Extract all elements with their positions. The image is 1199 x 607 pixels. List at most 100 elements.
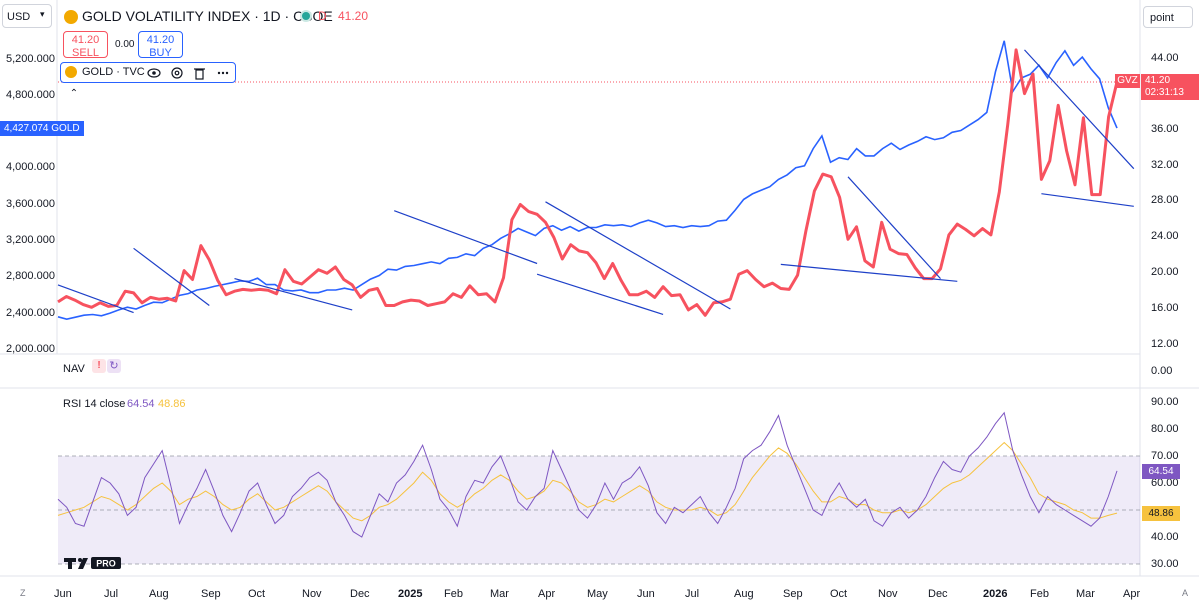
right-axis-tick: 36.00 — [1151, 123, 1179, 135]
trendline — [1041, 193, 1134, 207]
x-axis-tick: Jun — [637, 588, 655, 600]
x-axis-tick: Oct — [830, 588, 848, 600]
tradingview-logo: PRO — [64, 557, 121, 569]
trendline — [234, 278, 353, 311]
rsi-axis-tick: 30.00 — [1151, 558, 1179, 570]
trendline — [1024, 49, 1135, 170]
grid — [0, 0, 1199, 577]
left-axis-tick: 2,800.000 — [6, 270, 55, 282]
x-axis-tick: Nov — [878, 588, 898, 600]
trendline — [133, 247, 210, 306]
overlay-legend-actions — [147, 67, 229, 80]
x-axis-tick: Jun — [54, 588, 72, 600]
rsi-axis-tick: 90.00 — [1151, 396, 1179, 408]
buy-button[interactable]: 41.20 BUY — [138, 31, 183, 59]
left-axis-tick: 4,800.000 — [6, 89, 55, 101]
right-axis-tick: 28.00 — [1151, 194, 1179, 206]
more-icon[interactable] — [217, 71, 229, 75]
rsi-axis-tick: 70.00 — [1151, 450, 1179, 462]
auto-scale-right-button[interactable]: A — [1182, 588, 1189, 598]
spread-value: 0.00 — [115, 39, 135, 50]
right-axis-tick: 32.00 — [1151, 159, 1179, 171]
nav-pane-title: NAV — [63, 363, 85, 375]
gvz-price-value: 41.20 — [1145, 75, 1171, 86]
currency-label: USD — [7, 11, 31, 23]
rsi-value: 64.54 — [127, 398, 155, 410]
buy-label: BUY — [149, 47, 172, 59]
left-axis-tick: 5,200.000 — [6, 53, 55, 65]
left-axis-tick: 3,600.000 — [6, 198, 55, 210]
buy-price: 41.20 — [146, 34, 175, 46]
rsi-price-label: 64.54 — [1142, 464, 1180, 479]
gold-price-tag: GOLD — [51, 123, 80, 134]
overlay-legend-label: GOLD · TVC — [82, 66, 145, 78]
trendline — [780, 263, 958, 282]
x-axis-tick: Aug — [734, 588, 754, 600]
gold-symbol-icon — [65, 66, 77, 78]
sell-button[interactable]: 41.20 SELL — [63, 31, 108, 59]
left-axis-tick: 2,400.000 — [6, 307, 55, 319]
x-axis-tick: Oct — [248, 588, 266, 600]
x-axis-tick: 2025 — [398, 588, 423, 600]
x-axis-tick: Dec — [928, 588, 948, 600]
last-value: 41.20 — [338, 9, 369, 23]
sell-label: SELL — [72, 47, 99, 59]
right-axis-tick: 16.00 — [1151, 302, 1179, 314]
trendline — [545, 201, 731, 310]
symbol-title[interactable]: GOLD VOLATILITY INDEX · 1D · CBOE — [82, 8, 333, 24]
x-axis-tick: Feb — [444, 588, 463, 600]
svg-text:PRO: PRO — [96, 559, 116, 569]
left-axis-tick: 3,200.000 — [6, 234, 55, 246]
x-axis-tick: Aug — [149, 588, 169, 600]
x-axis-tick: Apr — [538, 588, 556, 600]
rsi-ma-line — [57, 441, 1118, 522]
chevron-down-icon: ▾ — [40, 9, 45, 19]
nav-value: 0.00 — [1151, 365, 1173, 377]
x-axis-tick: Nov — [302, 588, 322, 600]
bar-countdown: 02:31:13 — [1145, 87, 1184, 98]
interval-badge: D — [318, 9, 327, 23]
rsi-line — [57, 411, 1118, 538]
rsi-ma-value: 48.86 — [158, 398, 186, 410]
gold-price-label: 4,427.074 GOLD — [0, 121, 84, 136]
x-axis-tick: May — [587, 588, 608, 600]
eye-icon[interactable] — [147, 68, 161, 78]
x-axis-tick: Mar — [490, 588, 509, 600]
auto-scale-left-button[interactable]: Z — [20, 588, 26, 598]
warning-icon[interactable]: ! — [92, 359, 106, 373]
rsi-axis-tick: 80.00 — [1151, 423, 1179, 435]
refresh-icon[interactable]: ↻ — [107, 359, 121, 373]
sell-price: 41.20 — [71, 34, 100, 46]
left-axis-tick: 4,000.000 — [6, 161, 55, 173]
scale-unit-label: point — [1150, 12, 1174, 24]
scale-unit-selector[interactable]: point — [1143, 6, 1193, 28]
x-axis-tick: 2026 — [983, 588, 1008, 600]
gold-symbol-icon — [64, 10, 78, 24]
trendlines — [57, 49, 1135, 315]
gold-series-line — [57, 40, 1118, 321]
settings-icon[interactable] — [171, 67, 183, 79]
x-axis-tick: Dec — [350, 588, 370, 600]
currency-selector[interactable]: USD — [2, 4, 52, 28]
rsi-ma-price-label: 48.86 — [1142, 506, 1180, 521]
rsi-pane-title: RSI 14 close — [63, 398, 126, 410]
collapse-legend-button[interactable]: ⌃ — [63, 85, 85, 103]
left-axis-tick: 2,000.000 — [6, 343, 55, 355]
gvz-series-line — [57, 48, 1119, 317]
gold-price-value: 4,427.074 — [4, 123, 49, 134]
trash-icon[interactable] — [194, 68, 205, 80]
trendline — [536, 273, 664, 315]
x-axis-tick: Sep — [783, 588, 803, 600]
x-axis-tick: Jul — [685, 588, 700, 600]
right-axis-tick: 44.00 — [1151, 52, 1179, 64]
gvz-price-label: 41.20 02:31:13 — [1141, 74, 1199, 100]
right-axis-tick: 12.00 — [1151, 338, 1179, 350]
rsi-axis-tick: 60.00 — [1151, 477, 1179, 489]
series-layer — [57, 40, 1119, 538]
trendline — [847, 176, 941, 280]
gvz-tag: GVZ — [1115, 74, 1140, 88]
x-axis-tick: Mar — [1076, 588, 1095, 600]
x-axis-tick: Feb — [1030, 588, 1049, 600]
right-axis-tick: 24.00 — [1151, 230, 1179, 242]
